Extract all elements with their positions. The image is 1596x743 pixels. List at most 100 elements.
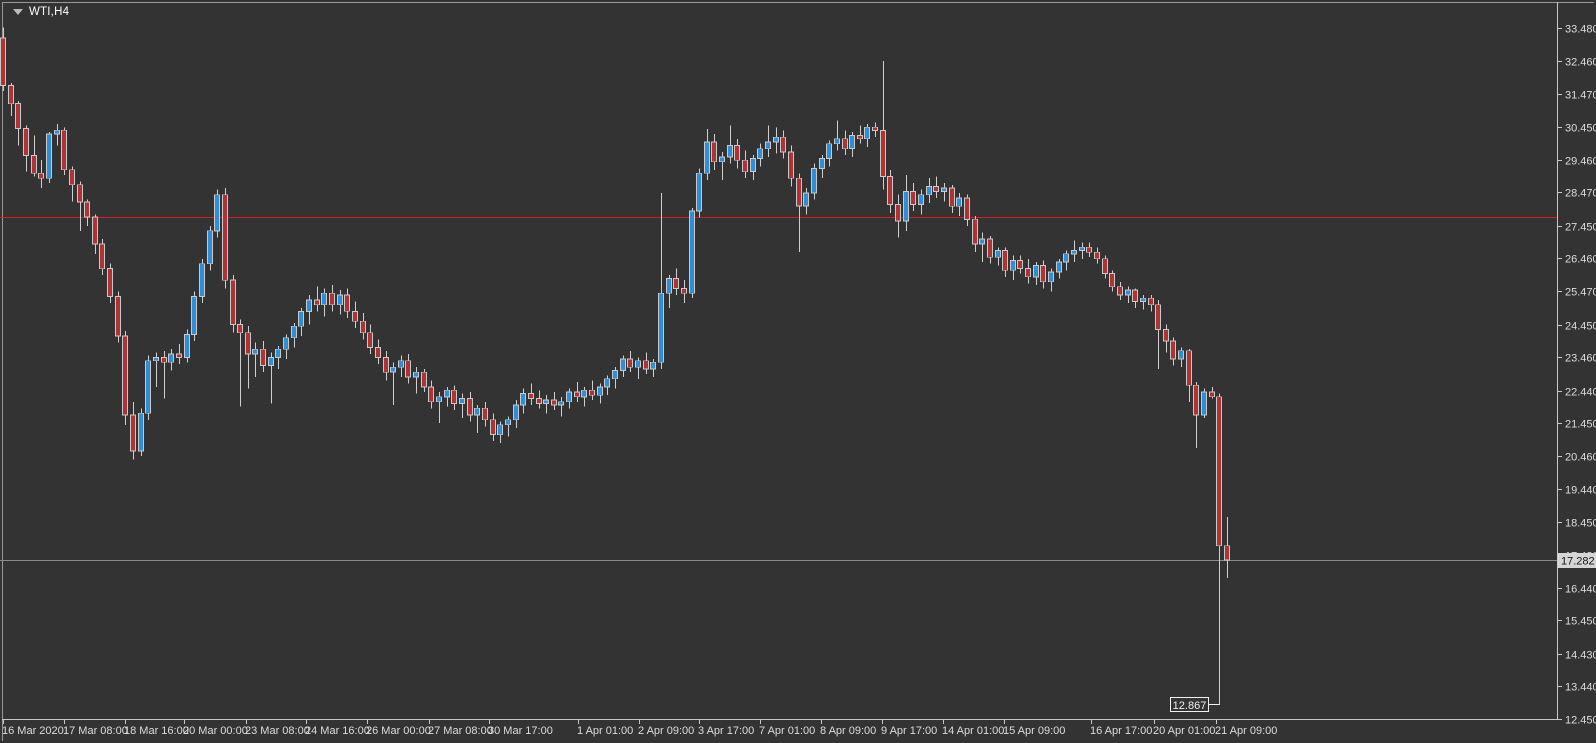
price-tick-label: 22.440 <box>1565 387 1596 399</box>
candle-bull <box>275 348 281 358</box>
candle-bear <box>405 360 411 378</box>
candle-bull <box>597 386 603 396</box>
candle-bull <box>1079 246 1085 252</box>
candle-bull <box>811 167 817 194</box>
candle-bull <box>1140 297 1146 302</box>
candle-bear <box>1102 258 1108 274</box>
candle-bear <box>780 136 786 153</box>
candle-bear <box>77 184 83 203</box>
candle-bull <box>413 371 419 378</box>
candle-bear <box>1163 328 1169 342</box>
price-tick-label: 27.450 <box>1565 222 1596 234</box>
candle-bear <box>711 141 717 163</box>
candle-bear <box>1186 350 1192 386</box>
candle-bear <box>1216 396 1222 547</box>
candle-bull <box>520 393 526 406</box>
candle-bull <box>444 389 450 398</box>
candle-bull <box>191 296 197 335</box>
candle-bear <box>895 204 901 222</box>
candle-bull <box>727 144 733 158</box>
candle-bear <box>0 37 6 87</box>
candle-bull <box>252 348 258 355</box>
price-tick-label: 21.450 <box>1565 419 1596 431</box>
candle-bear <box>130 414 136 452</box>
candle-bear <box>788 151 794 179</box>
price-tick-label: 29.460 <box>1565 156 1596 168</box>
candle-bear <box>1209 391 1215 398</box>
candle-bull <box>1201 391 1207 416</box>
price-tick-label: 30.450 <box>1565 123 1596 135</box>
chevron-down-icon[interactable] <box>13 9 23 15</box>
price-tick-label: 18.450 <box>1565 518 1596 530</box>
candle-bear <box>1148 297 1154 306</box>
candle-bear <box>551 399 557 406</box>
price-tick-label: 25.470 <box>1565 287 1596 299</box>
time-tick-label: 16 Apr 17:00 <box>1090 725 1152 737</box>
candle-bear <box>1155 304 1161 330</box>
candle-bull <box>750 158 756 173</box>
candle-bull <box>459 398 465 404</box>
time-tick-label: 7 Apr 01:00 <box>759 725 815 737</box>
candle-bull <box>1125 289 1131 296</box>
low-annotation-box[interactable] <box>1170 697 1209 712</box>
candle-bull <box>1056 261 1062 273</box>
candle-bull <box>620 358 626 371</box>
candle-bear <box>673 278 679 289</box>
candle-bull <box>819 158 825 169</box>
candle-bull <box>390 366 396 373</box>
candle-bull <box>1178 350 1184 360</box>
candle-bull <box>1048 271 1054 283</box>
candle-bear <box>987 238 993 258</box>
time-tick-label: 26 Mar 00:00 <box>366 725 431 737</box>
candle-bear <box>589 389 595 396</box>
time-tick-label: 9 Apr 17:00 <box>881 725 937 737</box>
candle-bear <box>742 159 748 173</box>
candle-bull <box>46 133 52 179</box>
candle-bull <box>704 141 710 174</box>
candle-bear <box>1109 273 1115 288</box>
price-tick-label: 15.450 <box>1565 616 1596 628</box>
time-tick-label: 21 Apr 09:00 <box>1215 725 1277 737</box>
candle-bull <box>298 310 304 327</box>
candle-bull <box>543 399 549 404</box>
candle-bull <box>505 419 511 426</box>
candle-bull <box>513 404 519 421</box>
candle-bear <box>964 197 970 220</box>
candle-bull <box>337 294 343 306</box>
candle-bear <box>643 360 649 370</box>
candle-bull <box>941 187 947 192</box>
time-tick-label: 17 Mar 08:00 <box>63 725 128 737</box>
candle-bear <box>428 386 434 403</box>
candle-bear <box>857 135 863 140</box>
candle-bull <box>650 361 656 370</box>
price-tick-label: 13.440 <box>1565 682 1596 694</box>
candle-bull <box>207 230 213 265</box>
candle-bear <box>69 169 75 186</box>
price-tick-label: 12.450 <box>1565 715 1596 727</box>
candle-bear <box>230 279 236 325</box>
candle-bull <box>773 136 779 143</box>
symbol-title: WTI,H4 <box>29 6 70 18</box>
time-tick-label: 3 Apr 17:00 <box>698 725 754 737</box>
price-tick-label: 14.430 <box>1565 650 1596 662</box>
time-tick-label: 27 Mar 08:00 <box>428 725 493 737</box>
time-tick-label: 23 Mar 08:00 <box>245 725 310 737</box>
candle-bear <box>260 348 266 367</box>
candle-bear <box>107 268 113 297</box>
candle-bull <box>497 424 503 436</box>
candle-bear <box>1017 259 1023 269</box>
candle-bear <box>161 356 167 363</box>
candle-bear <box>38 172 44 179</box>
candle-bull <box>765 141 771 150</box>
candle-bear <box>842 138 848 150</box>
candle-bear <box>344 294 350 312</box>
candle-bull <box>145 360 151 414</box>
candle-bear <box>375 347 381 358</box>
candle-bear <box>360 320 366 334</box>
candle-bear <box>490 419 496 435</box>
candle-bear <box>467 398 473 416</box>
price-tick-label: 19.440 <box>1565 485 1596 497</box>
